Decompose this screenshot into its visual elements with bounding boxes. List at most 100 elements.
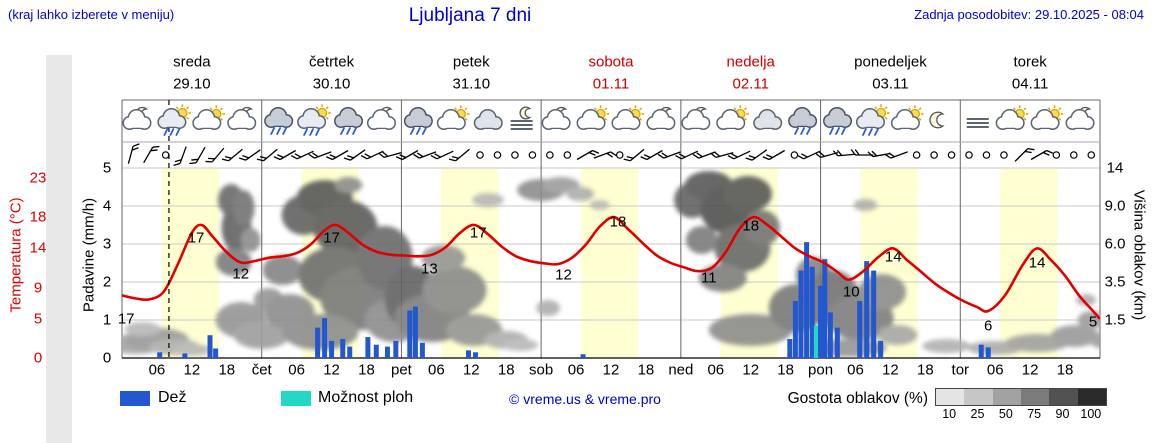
- rain-bar: [407, 310, 413, 358]
- cloud-density-cell: [1020, 389, 1050, 405]
- cloud-icon: [611, 109, 641, 130]
- weather-icon-sun-rain: [855, 104, 890, 136]
- rain-drops-icon: [862, 128, 879, 136]
- cloud-blob: [708, 314, 793, 346]
- weather-icon-cloud-moon: [646, 106, 676, 130]
- rain-bar: [871, 270, 877, 358]
- wind-barb-icon: [448, 148, 470, 162]
- wind-calm-icon: [790, 151, 799, 159]
- wind-barb-icon: [884, 151, 908, 159]
- cloud-blob: [536, 300, 561, 316]
- wind-calm-icon: [476, 151, 484, 159]
- cloud-icon: [436, 109, 466, 130]
- wind-barb-icon: [205, 147, 225, 163]
- rain-legend-swatch: [120, 391, 150, 406]
- fog-icon: [966, 118, 989, 128]
- cloud-density-cell: [936, 389, 965, 405]
- wind-calm-icon: [947, 151, 956, 159]
- rain-bar: [472, 352, 478, 358]
- weather-icon-cloud-sun: [1030, 105, 1064, 130]
- rain-bar: [809, 266, 815, 358]
- wind-barb-icon: [360, 150, 384, 160]
- rain-bar: [322, 318, 328, 358]
- cloud-blob: [421, 245, 466, 271]
- moon-icon: [929, 111, 945, 129]
- weather-icon-cloud-moon: [366, 106, 396, 130]
- moon-icon: [519, 106, 532, 120]
- cloud-icon: [576, 109, 606, 130]
- weather-icon-cloud-moon: [122, 106, 152, 130]
- wind-barb-icon: [797, 150, 821, 160]
- rain-drops-icon: [829, 127, 846, 135]
- cloud-blob: [240, 228, 261, 252]
- weather-icon-sun-rain: [297, 104, 331, 136]
- weather-icon-rain: [264, 107, 294, 135]
- cloud-icon: [1030, 109, 1060, 130]
- weather-icon-fog-moon: [510, 106, 533, 130]
- cloud-icon: [1065, 109, 1095, 130]
- rain-bar: [340, 339, 346, 358]
- shower-legend-label: Možnost ploh: [318, 389, 414, 406]
- cloud-icon: [366, 109, 396, 130]
- cloud-density-cell: [964, 389, 993, 405]
- cloud-density-cell: [992, 389, 1021, 405]
- wind-barb-icon: [745, 149, 768, 161]
- daylight-band: [161, 168, 220, 358]
- cloud-blob: [743, 210, 780, 246]
- rain-bar: [373, 344, 379, 358]
- wind-calm-icon: [965, 151, 973, 159]
- wind-barb-icon: [395, 149, 419, 161]
- wind-calm-icon: [1070, 151, 1078, 159]
- wind-barb-icon: [189, 146, 206, 165]
- weather-icon-cloud-sun: [576, 105, 610, 130]
- cloud-blob: [1050, 325, 1099, 347]
- rain-bar: [792, 301, 798, 358]
- cloud-blob: [566, 187, 595, 201]
- cloud-icon: [122, 109, 152, 130]
- rain-bar: [384, 346, 390, 358]
- wind-barb-icon: [1030, 149, 1054, 161]
- rain-drops-icon: [340, 127, 357, 135]
- cloud-blob: [232, 190, 255, 226]
- cloud-density-label: Gostota oblakov (%): [787, 390, 928, 407]
- cloud-blob: [262, 255, 303, 285]
- wind-barb-icon: [273, 149, 297, 161]
- copyright-link[interactable]: © vreme.us & vreme.pro: [509, 391, 661, 407]
- weather-icon-cloud-sun: [995, 105, 1029, 130]
- rain-bar: [798, 270, 804, 358]
- wind-barb-icon: [430, 150, 454, 160]
- fog-icon: [510, 120, 533, 130]
- rain-bar: [213, 348, 219, 358]
- rain-legend-label: Dež: [158, 389, 187, 406]
- wind-barb-icon: [378, 151, 402, 158]
- cloud-cover-layer: [122, 171, 1100, 357]
- rain-bar: [182, 353, 188, 358]
- rain-bar: [834, 327, 840, 358]
- wind-barb-icon: [692, 151, 716, 159]
- cloud-icon: [192, 109, 222, 130]
- wind-barb-icon: [413, 151, 437, 159]
- location-hint: (kraj lahko izberete v meniju): [8, 7, 175, 22]
- rain-bar: [315, 327, 321, 358]
- weather-icon-cloud-moon: [1065, 106, 1095, 130]
- weather-icon-cloud-sun: [890, 105, 924, 130]
- rain-bar: [207, 335, 213, 358]
- cloud-blob: [282, 314, 359, 350]
- cloud-blob: [215, 248, 252, 276]
- page-title: Ljubljana 7 dni: [408, 5, 532, 26]
- weather-icon-cloud: [473, 109, 503, 130]
- weather-icon-cloud-moon: [227, 106, 257, 130]
- wind-barb-icon: [127, 143, 140, 164]
- cloud-icon: [157, 108, 187, 129]
- wind-barb-icon: [867, 150, 891, 158]
- cloud-blob: [124, 322, 161, 336]
- rain-bar: [787, 339, 793, 358]
- weather-icon-sun-rain: [157, 104, 192, 136]
- wind-barb-icon: [576, 149, 600, 161]
- wind-calm-icon: [546, 151, 554, 159]
- cloud-blob: [472, 193, 505, 207]
- wind-calm-icon: [493, 151, 502, 159]
- cloud-blob: [422, 266, 487, 314]
- rain-bar: [878, 340, 884, 358]
